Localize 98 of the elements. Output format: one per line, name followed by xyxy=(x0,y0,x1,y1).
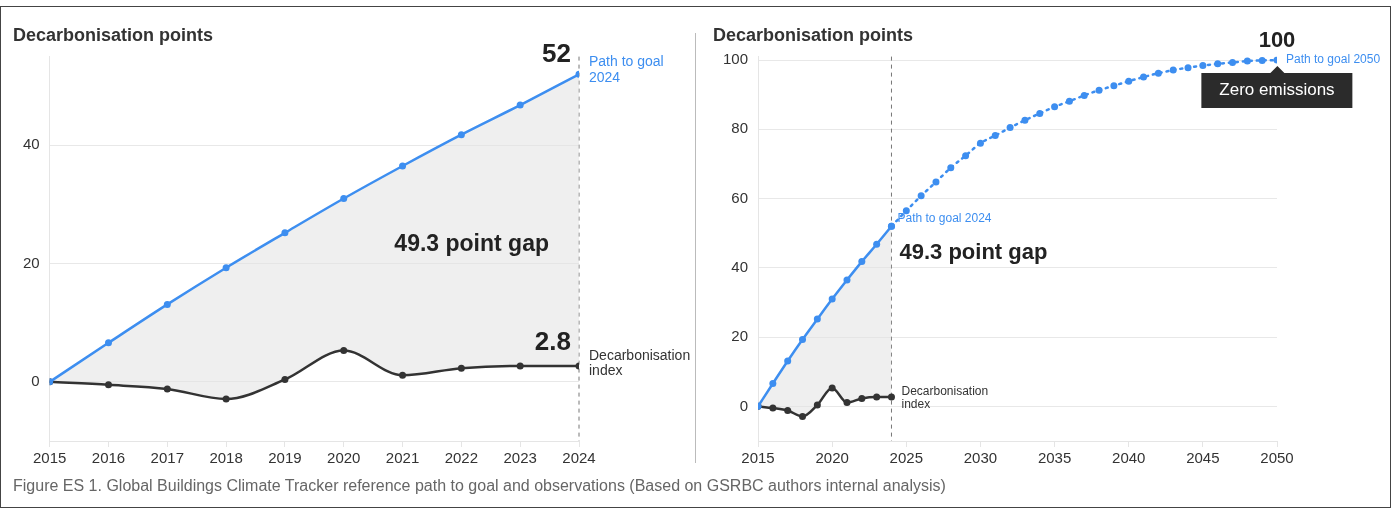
point xyxy=(163,385,171,393)
point xyxy=(281,229,289,237)
y-tick-label: 0 xyxy=(31,372,40,389)
point xyxy=(1051,103,1059,111)
chart-title: Decarbonisation points xyxy=(13,24,214,45)
y-tick-label: 0 xyxy=(739,396,749,414)
point xyxy=(813,315,821,323)
point xyxy=(1169,66,1177,74)
point xyxy=(858,394,866,402)
text: 100 xyxy=(1258,26,1296,53)
x-tick-label: 2050 xyxy=(1260,449,1294,467)
point xyxy=(1006,124,1014,132)
point xyxy=(105,381,112,389)
point xyxy=(1036,109,1044,117)
y-tick-label: 20 xyxy=(23,253,40,271)
annotation: 2.8 xyxy=(534,326,571,357)
point xyxy=(828,295,836,303)
x-tick-label: 2030 xyxy=(963,449,998,467)
y-tick-label: 20 xyxy=(731,327,749,345)
annotation: Zero emissions xyxy=(1201,73,1353,108)
y-tick-label: 80 xyxy=(731,119,749,137)
point xyxy=(1080,91,1088,99)
point xyxy=(947,164,955,172)
point xyxy=(769,404,777,412)
point xyxy=(1258,56,1266,64)
point xyxy=(1229,58,1237,66)
text: Path to goal 2050 xyxy=(1286,52,1381,67)
point xyxy=(1243,57,1251,65)
point xyxy=(873,393,881,401)
point xyxy=(976,139,984,147)
x-tick-label: 2045 xyxy=(1186,449,1220,467)
y-tick-label: 100 xyxy=(723,50,749,68)
point xyxy=(887,393,895,401)
point xyxy=(1140,73,1148,81)
x-tick-label: 2015 xyxy=(741,449,775,467)
text: Path to goal 2024 xyxy=(589,53,665,86)
point xyxy=(843,399,851,407)
point xyxy=(516,362,524,370)
annotation: 49.3 point gap xyxy=(899,239,1048,265)
point xyxy=(1184,64,1192,72)
point xyxy=(163,300,171,308)
annotation: 52 xyxy=(542,38,571,69)
point xyxy=(769,380,777,388)
point xyxy=(340,347,348,355)
x-tick-label: 2016 xyxy=(91,449,126,467)
point xyxy=(828,384,836,392)
x-tick-label: 2020 xyxy=(327,449,361,467)
point xyxy=(858,258,866,266)
point xyxy=(1065,97,1073,105)
point xyxy=(399,162,407,170)
point xyxy=(1154,69,1162,77)
y-tick-label: 60 xyxy=(731,188,749,206)
x-tick-label: 2018 xyxy=(209,449,243,467)
annotation: 49.3 point gap xyxy=(394,230,549,257)
point xyxy=(457,364,465,372)
point xyxy=(516,101,524,109)
point xyxy=(799,412,807,420)
point xyxy=(873,240,881,248)
point xyxy=(917,192,925,200)
x-tick-label: 2024 xyxy=(562,449,596,467)
point xyxy=(340,195,348,203)
point xyxy=(222,264,230,272)
point xyxy=(843,276,851,284)
point xyxy=(1199,62,1207,70)
point xyxy=(222,395,230,403)
point xyxy=(1095,86,1103,94)
point xyxy=(932,178,940,186)
x-tick-label: 2040 xyxy=(1112,449,1146,467)
point xyxy=(1214,60,1222,68)
text: Decarbonisation index xyxy=(589,346,691,379)
point xyxy=(1110,82,1118,90)
point xyxy=(784,407,792,415)
chart-title: Decarbonisation points xyxy=(713,24,914,45)
point xyxy=(784,357,792,365)
point xyxy=(399,371,407,379)
x-tick-label: 2023 xyxy=(503,449,537,467)
point xyxy=(1021,116,1029,124)
point xyxy=(991,132,999,140)
x-tick-label: 2019 xyxy=(268,449,302,467)
x-tick-label: 2021 xyxy=(385,449,420,467)
x-tick-label: 2025 xyxy=(889,449,923,467)
annotation: Path to goal 2024 xyxy=(897,211,992,226)
text: Figure ES 1. Global Buildings Climate Tracker reference path to goal and observations (Based on GSRBC authors internal analysis) xyxy=(13,477,946,495)
point xyxy=(813,401,821,409)
point xyxy=(962,152,970,160)
point xyxy=(105,339,112,347)
annotation: Decarbonisation index xyxy=(901,384,990,412)
point xyxy=(281,376,289,383)
point xyxy=(457,131,465,139)
y-tick-label: 40 xyxy=(23,135,40,153)
x-tick-label: 2022 xyxy=(444,449,479,467)
x-tick-label: 2020 xyxy=(815,449,849,467)
point xyxy=(799,336,807,344)
x-tick-label: 2017 xyxy=(150,449,184,467)
point xyxy=(1125,77,1133,85)
x-tick-label: 2035 xyxy=(1037,449,1072,467)
x-tick-label: 2015 xyxy=(33,449,67,467)
y-tick-label: 40 xyxy=(731,257,749,275)
